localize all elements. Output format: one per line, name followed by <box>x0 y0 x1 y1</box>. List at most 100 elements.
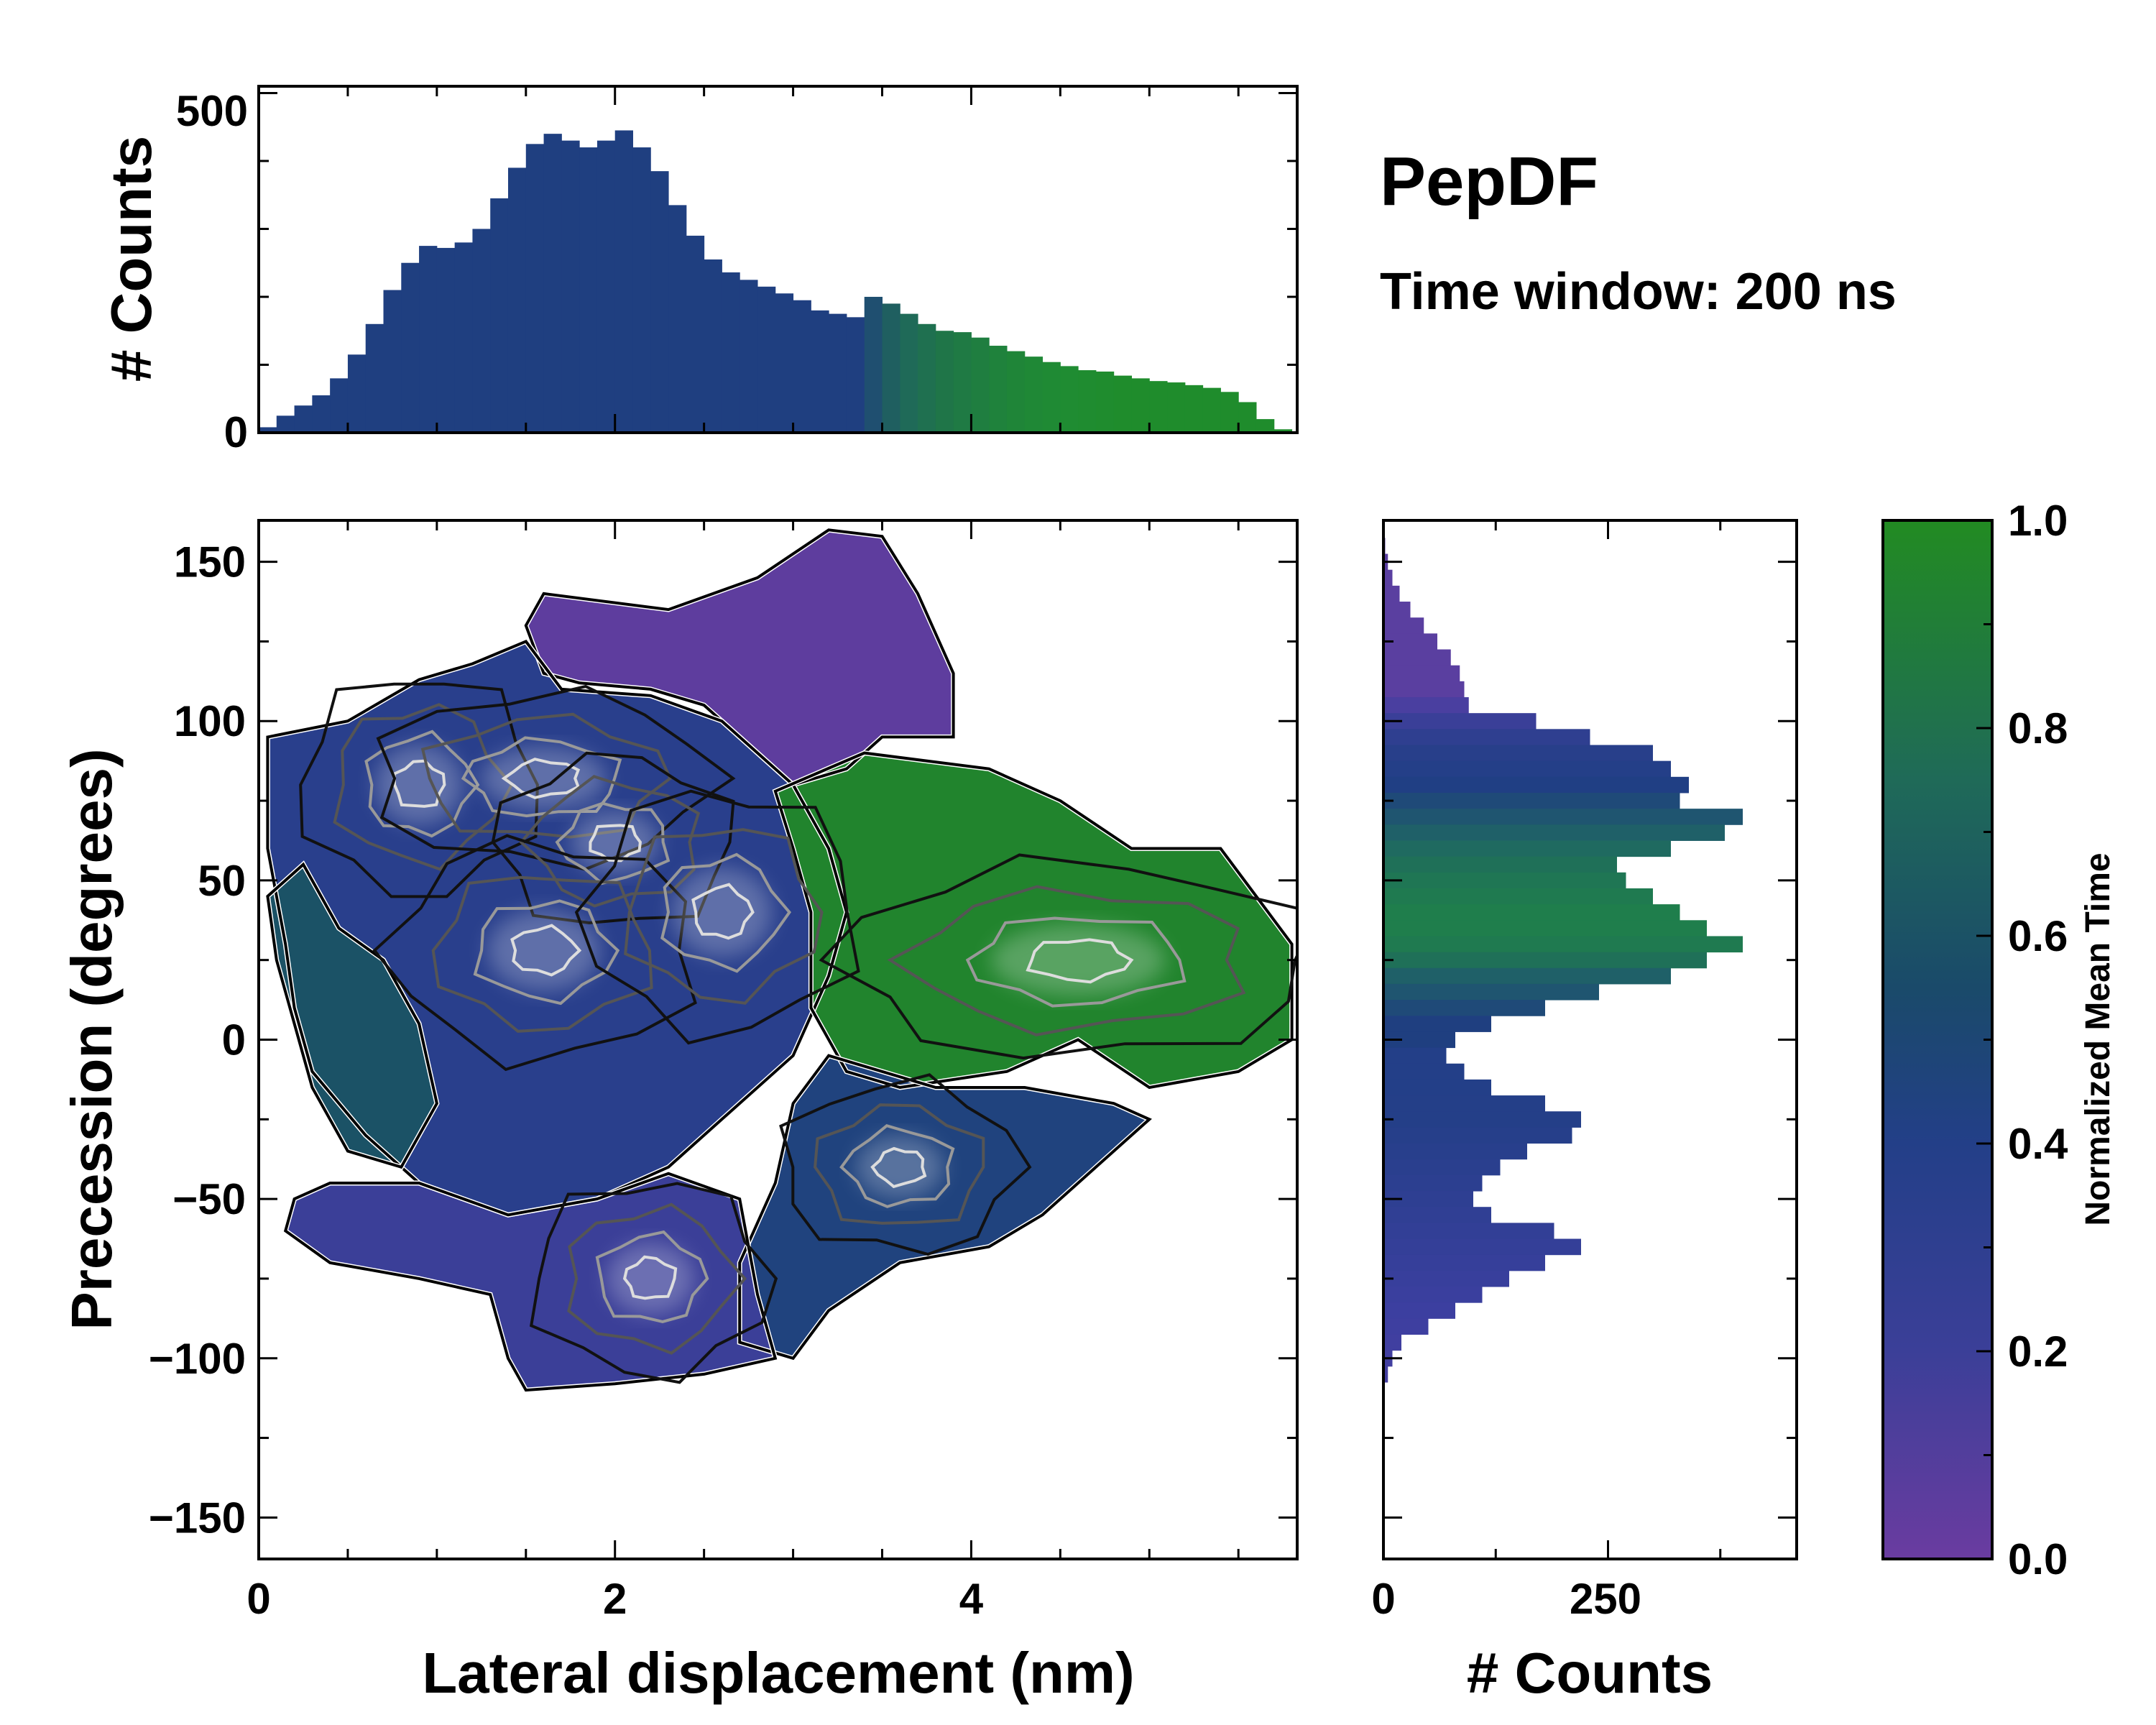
colorbar-tick-labels: 0.0 0.2 0.4 0.6 0.8 1.0 <box>2008 497 2068 1583</box>
region-left-teal <box>267 864 437 1167</box>
right-histogram-bar <box>1383 1207 1491 1223</box>
right-histogram-bar <box>1383 1111 1581 1128</box>
top-histogram-bar <box>330 378 349 433</box>
region-bottom-mid-blue-outline <box>738 1054 1152 1361</box>
right-histogram-bar <box>1383 967 1671 985</box>
colorbar-gradient <box>1881 519 1994 1560</box>
right-histogram-bar <box>1383 1191 1473 1208</box>
top-histogram-bar <box>365 323 384 433</box>
right-histogram-bar <box>1383 1366 1388 1383</box>
main-ytick-label: 100 <box>174 697 246 745</box>
contour-peak <box>574 789 860 1045</box>
main-ytick-label: 0 <box>222 1016 246 1064</box>
right-histogram-bar <box>1383 602 1411 618</box>
right-histogram-bar <box>1383 585 1400 602</box>
main-heatmap-ytick-labels: 150 100 50 0 −50 −100 −150 <box>149 538 246 1542</box>
right-histogram-bar <box>1383 920 1707 937</box>
region-left-teal-outline <box>266 862 439 1169</box>
top-histogram-bar <box>525 144 545 433</box>
top-histogram-bar <box>864 296 883 433</box>
right-histogram-bar <box>1383 904 1680 921</box>
top-histogram-bar <box>1256 419 1275 433</box>
right-histogram-xlabel: # Counts <box>1467 1641 1713 1705</box>
right-histogram-bar <box>1383 936 1743 953</box>
right-histogram-bar <box>1383 1031 1455 1049</box>
top-histogram-bar <box>419 246 438 433</box>
top-histogram-bar <box>294 405 313 433</box>
right-histogram-bar <box>1383 840 1671 857</box>
right-histogram-bar <box>1383 856 1617 873</box>
top-histogram-bar <box>490 198 509 433</box>
top-histogram-bar <box>953 332 972 433</box>
top-histogram-bar <box>347 354 367 433</box>
top-histogram-bar <box>686 235 705 433</box>
right-histogram-bar <box>1383 1063 1465 1080</box>
right-histogram-bar <box>1383 665 1460 682</box>
top-histogram-bar <box>1131 378 1150 433</box>
contour-ring-mid <box>814 1103 985 1225</box>
contour-ring-inner <box>660 852 792 973</box>
top-histogram: 0 500 # Counts <box>99 85 1299 456</box>
contour-ring-peak <box>392 759 446 808</box>
right-histogram-bar <box>1383 1016 1491 1032</box>
top-histogram-bar <box>1202 387 1221 433</box>
top-histogram-bar <box>1060 366 1079 433</box>
right-histogram-bar <box>1383 1254 1545 1271</box>
right-histogram-bar <box>1383 792 1680 809</box>
top-histogram-ylabel: # Counts <box>99 136 163 382</box>
top-histogram-bars <box>259 130 1293 433</box>
colorbar-ticks <box>1976 519 1992 1560</box>
top-histogram-bar <box>276 415 295 433</box>
top-histogram-bar <box>1273 429 1293 433</box>
contour-peak-glow <box>672 868 772 957</box>
right-histogram-bar <box>1383 1287 1483 1303</box>
right-histogram-bar <box>1383 681 1465 698</box>
top-histogram-bar <box>1238 402 1257 433</box>
top-histogram-bar <box>579 147 598 433</box>
right-histogram-bar <box>1383 1318 1429 1335</box>
contour-peak-glow <box>990 924 1166 996</box>
top-histogram-bar <box>882 303 900 433</box>
figure-title: PepDF <box>1380 143 1598 220</box>
right-histogram-bar <box>1383 649 1451 666</box>
top-histogram-bar <box>650 171 669 433</box>
top-histogram-bar <box>793 300 811 433</box>
right-histogram-ticks <box>1382 520 1797 1559</box>
right-histogram-bar <box>1383 1223 1554 1240</box>
right-histogram-bar <box>1383 824 1725 841</box>
top-histogram-bar <box>918 323 936 433</box>
colorbar-label: Normalized Mean Time <box>2079 852 2117 1225</box>
region-top-purple <box>525 530 954 785</box>
contour-peak <box>779 1073 1032 1256</box>
right-histogram: 0 250 # Counts <box>1371 519 1798 1705</box>
contour-ring-inner <box>555 801 671 886</box>
top-histogram-bar <box>757 286 776 433</box>
right-histogram-bar <box>1383 1079 1491 1096</box>
right-histogram-bar <box>1383 1174 1483 1192</box>
top-histogram-bar <box>1220 392 1239 433</box>
right-histogram-bars <box>1383 538 1743 1383</box>
top-histogram-bar <box>935 331 954 433</box>
colorbar-tick-label: 0.0 <box>2008 1535 2068 1583</box>
region-bottom-purple <box>285 1173 775 1391</box>
right-histogram-bar <box>1383 713 1537 730</box>
colorbar-tick-label: 0.4 <box>2008 1120 2068 1168</box>
top-histogram-bar <box>436 247 456 433</box>
colorbar-tick-label: 0.2 <box>2008 1328 2068 1376</box>
top-histogram-bar <box>1184 385 1204 433</box>
right-histogram-bar <box>1383 952 1707 969</box>
contour-ring-mid <box>624 828 824 1005</box>
right-histogram-bar <box>1383 1270 1509 1287</box>
contour-ring-peak <box>870 1146 927 1189</box>
top-histogram-ytick-500: 500 <box>176 87 248 135</box>
right-histogram-bar <box>1383 776 1689 794</box>
main-heatmap-xtick-labels: 0 2 4 <box>247 1575 983 1623</box>
main-heatmap-ylabel: Precession (degrees) <box>60 748 124 1330</box>
right-histogram-bar <box>1383 1238 1581 1256</box>
top-histogram-bar <box>1095 371 1115 433</box>
top-histogram-bar <box>472 229 491 433</box>
colorbar: 0.0 0.2 0.4 0.6 0.8 1.0 Normalized Mean Time <box>1881 497 2117 1583</box>
top-histogram-bar <box>829 313 847 433</box>
top-histogram-bar <box>704 259 722 433</box>
